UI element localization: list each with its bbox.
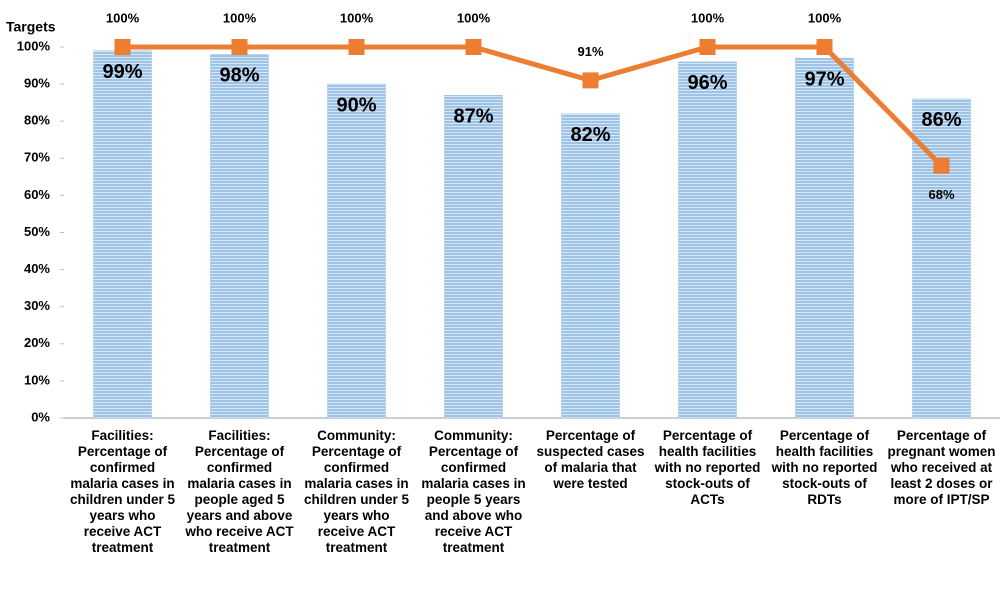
target-marker	[114, 39, 131, 55]
x-tick-label: Community: Percentage of confirmed malar…	[421, 428, 526, 555]
target-value-label: 100%	[223, 10, 257, 25]
bar-value-label: 98%	[219, 65, 259, 87]
bar-value-label: 87%	[453, 106, 493, 128]
y-tick-label: 70%	[24, 150, 50, 165]
y-tick-label: 10%	[24, 372, 50, 387]
y-tick-label: 50%	[24, 224, 50, 239]
y-tick-label: 20%	[24, 335, 50, 350]
bar	[444, 94, 503, 419]
x-tick-label: Facilities: Percentage of confirmed mala…	[69, 428, 176, 555]
bar-value-label: 82%	[570, 124, 610, 146]
y-tick-label: 40%	[24, 261, 50, 276]
target-marker	[933, 157, 950, 174]
y-tick-label: 60%	[24, 187, 50, 202]
target-value-label: 100%	[457, 10, 491, 25]
target-value-label: 100%	[106, 10, 140, 25]
y-tick-label: 0%	[31, 409, 50, 424]
bar	[678, 61, 737, 419]
x-tick-label: Percentage of suspected cases of malaria…	[536, 428, 645, 491]
bar-value-label: 99%	[102, 61, 142, 83]
target-value-label: 100%	[808, 10, 842, 25]
target-marker	[582, 72, 599, 89]
x-tick-label: Percentage of health facilities with no …	[771, 428, 878, 507]
bar	[795, 57, 854, 419]
target-marker	[816, 39, 833, 55]
x-tick-label: Percentage of pregnant women who receive…	[887, 428, 996, 507]
target-value-label: 68%	[928, 187, 954, 202]
y-tick-label: 90%	[24, 76, 50, 91]
bar	[561, 113, 620, 419]
target-line	[122, 44, 944, 168]
target-value-label: 100%	[691, 10, 725, 25]
bar-value-label: 86%	[921, 109, 961, 131]
y-tick-label: 100%	[17, 38, 51, 53]
target-marker	[231, 39, 248, 55]
target-value-label: 100%	[340, 10, 374, 25]
target-marker	[699, 39, 716, 55]
bar	[210, 54, 269, 419]
bar	[327, 83, 386, 419]
series-label: Targets	[6, 19, 56, 35]
y-tick-label: 30%	[24, 298, 50, 313]
bar	[912, 98, 971, 419]
x-tick-label: Community: Percentage of confirmed malar…	[303, 428, 410, 555]
x-tick-label: Percentage of health facilities with no …	[654, 428, 761, 507]
bar-value-label: 90%	[336, 94, 376, 116]
y-tick-label: 80%	[24, 113, 50, 128]
bar-value-label: 97%	[804, 68, 844, 90]
target-marker	[348, 39, 365, 55]
target-value-label: 91%	[577, 44, 603, 59]
bar	[93, 50, 152, 419]
x-tick-label: Facilities: Percentage of confirmed mala…	[185, 428, 294, 555]
bar-value-label: 96%	[687, 72, 727, 94]
target-marker	[465, 39, 482, 55]
